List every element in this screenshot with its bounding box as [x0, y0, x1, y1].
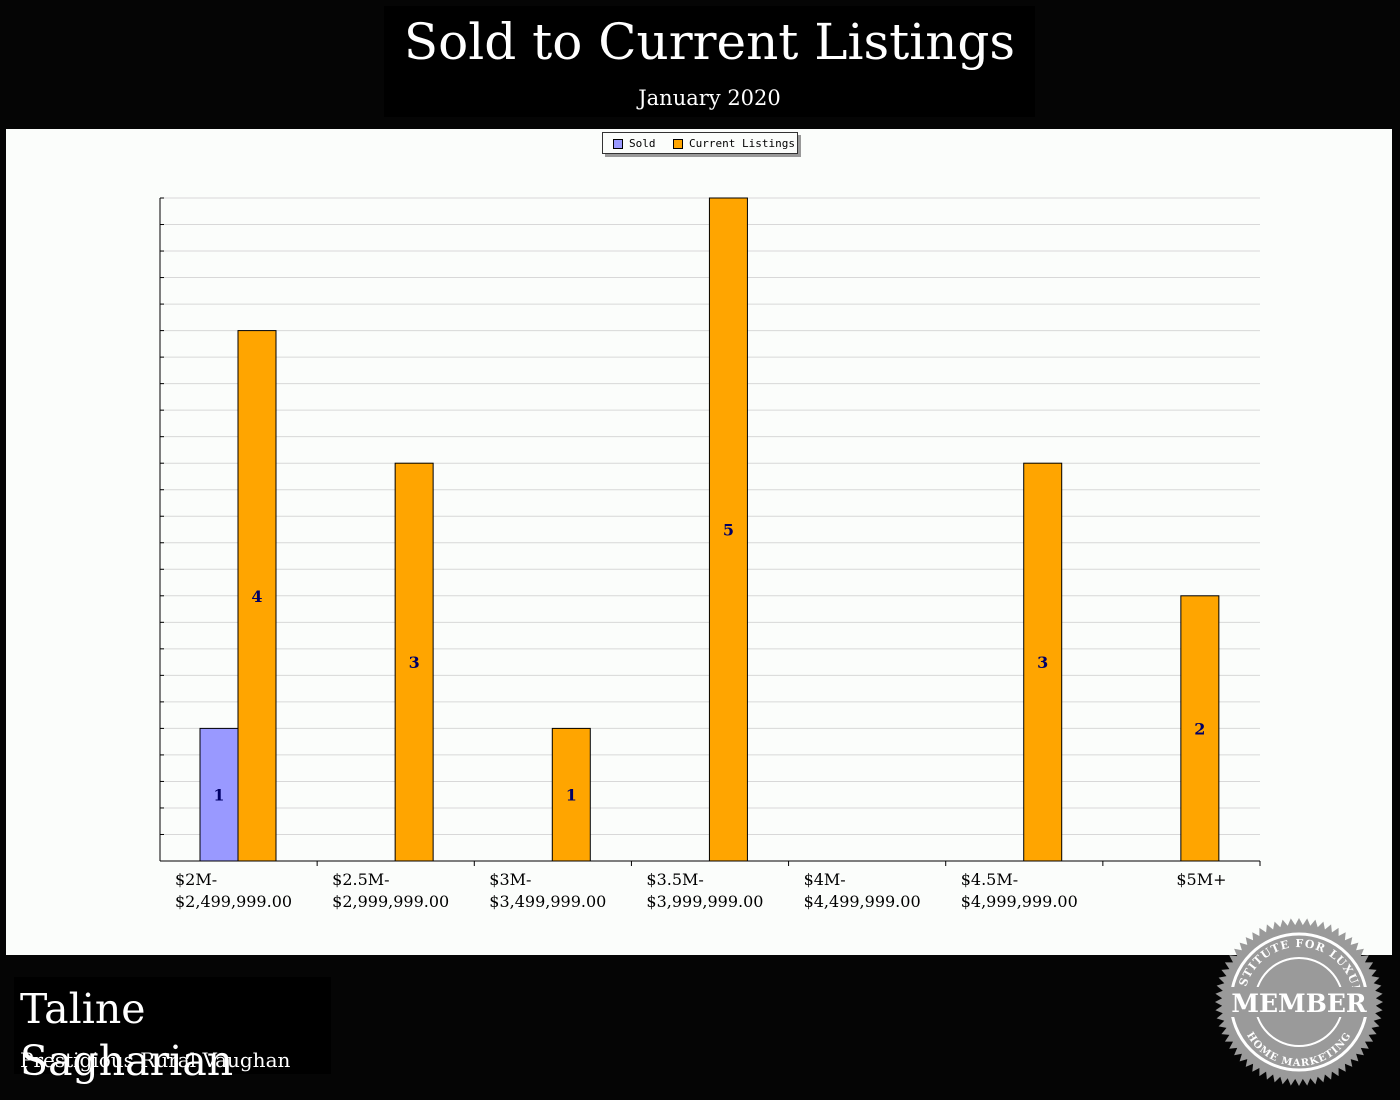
data-label: 3 [409, 653, 420, 672]
bar-current-listings [708, 197, 748, 862]
x-tick-label: $3,999,999.00 [646, 892, 763, 911]
x-tick-label: $2,999,999.00 [332, 892, 449, 911]
chart-subtitle: January 2020 [638, 86, 781, 110]
legend-item-sold: Sold [613, 137, 656, 150]
x-tick-label: $3M- [489, 870, 531, 889]
agent-box: Taline Sagharian Prestigious Rural Vaugh… [14, 977, 331, 1085]
data-label: 5 [723, 521, 734, 540]
data-label: 3 [1037, 653, 1048, 672]
bar-current-listings [1180, 595, 1220, 862]
legend-swatch-current-listings [673, 138, 683, 149]
legend-item-current-listings: Current Listings [673, 137, 795, 150]
data-label: 4 [251, 587, 262, 606]
x-tick-label: $4,999,999.00 [961, 892, 1078, 911]
data-label: 2 [1194, 719, 1205, 738]
x-tick-label: $2M- [175, 870, 217, 889]
agent-area: Prestigious Rural Vaughan [20, 1048, 291, 1072]
data-label: 1 [566, 786, 577, 805]
x-tick-label: $2.5M- [332, 870, 389, 889]
x-tick-label: $3.5M- [646, 870, 703, 889]
title-box: Sold to Current Listings January 2020 [384, 6, 1035, 117]
agent-name: Taline Sagharian [20, 985, 234, 1085]
legend-swatch-sold [613, 138, 623, 149]
x-tick-label: $2,499,999.00 [175, 892, 292, 911]
bar-current-listings [1023, 462, 1063, 862]
legend-label-current-listings: Current Listings [689, 137, 795, 150]
x-tick-label: $4M- [804, 870, 846, 889]
x-tick-label: $4.5M- [961, 870, 1018, 889]
member-badge: INSTITUTE FOR LUXURY HOME MARKETING MEMB… [1215, 918, 1383, 1086]
chart-legend: Sold Current Listings [602, 132, 798, 154]
chart-title: Sold to Current Listings [403, 13, 1016, 71]
x-tick-label: $5M+ [1176, 870, 1226, 889]
data-label: 1 [213, 786, 224, 805]
bar-current-listings [237, 330, 277, 862]
x-tick-label: $4,499,999.00 [804, 892, 921, 911]
bar-current-listings [551, 727, 591, 862]
legend-label-sold: Sold [629, 137, 656, 150]
x-tick-label: $3,499,999.00 [489, 892, 606, 911]
bar-current-listings [394, 462, 434, 862]
badge-member-text: MEMBER [1231, 989, 1367, 1018]
